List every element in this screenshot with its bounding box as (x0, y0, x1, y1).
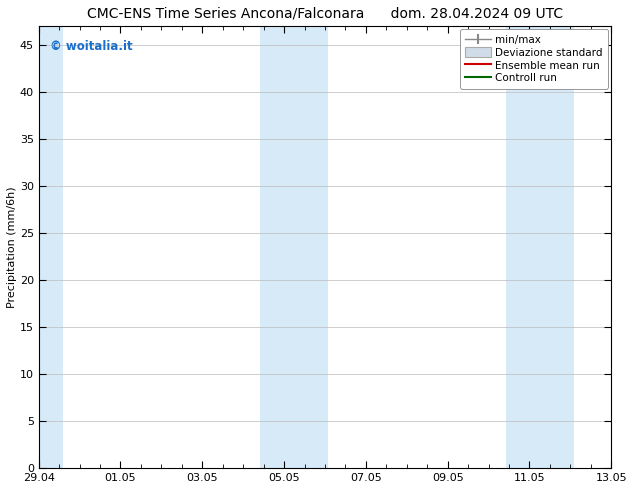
Bar (260, 26, 328, 468)
Title: CMC-ENS Time Series Ancona/Falconara      dom. 28.04.2024 09 UTC: CMC-ENS Time Series Ancona/Falconara dom… (87, 7, 563, 21)
Bar (505, 26, 574, 468)
Y-axis label: Precipitation (mm/6h): Precipitation (mm/6h) (7, 186, 17, 308)
Bar (39, 26, 63, 468)
Text: © woitalia.it: © woitalia.it (50, 40, 133, 52)
Legend: min/max, Deviazione standard, Ensemble mean run, Controll run: min/max, Deviazione standard, Ensemble m… (460, 29, 608, 89)
